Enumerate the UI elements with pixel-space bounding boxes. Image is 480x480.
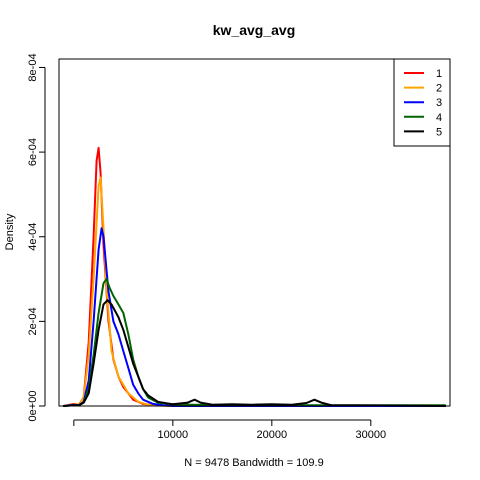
y-tick-label: 4e-04: [27, 223, 39, 251]
y-axis-label: Density: [4, 213, 16, 250]
y-tick-label: 6e-04: [27, 138, 39, 166]
plot-frame: [58, 58, 451, 407]
series-layer: [62, 146, 447, 407]
legend-label-2: 2: [436, 83, 442, 95]
y-tick-label: 0e+00: [27, 391, 39, 422]
legend-label-4: 4: [436, 112, 442, 124]
x-tick-label: 10000: [158, 429, 189, 441]
y-tick-label: 8e-04: [27, 53, 39, 81]
legend-label-1: 1: [436, 68, 442, 80]
axes-layer: 10000 20000 30000 0e+00 2e-04 4e-04 6e-04 8e-04: [27, 53, 451, 441]
legend: 1 2 3 4 5: [393, 58, 451, 147]
chart-title: kw_avg_avg: [213, 22, 296, 38]
x-tick-label: 20000: [257, 429, 288, 441]
y-tick-label: 2e-04: [27, 307, 39, 335]
series-line-3: [62, 227, 447, 407]
x-axis-label: N = 9478 Bandwidth = 109.9: [184, 457, 323, 469]
legend-label-3: 3: [436, 97, 442, 109]
legend-label-5: 5: [436, 126, 442, 138]
x-tick-label: 30000: [356, 429, 387, 441]
series-line-5: [62, 299, 447, 407]
